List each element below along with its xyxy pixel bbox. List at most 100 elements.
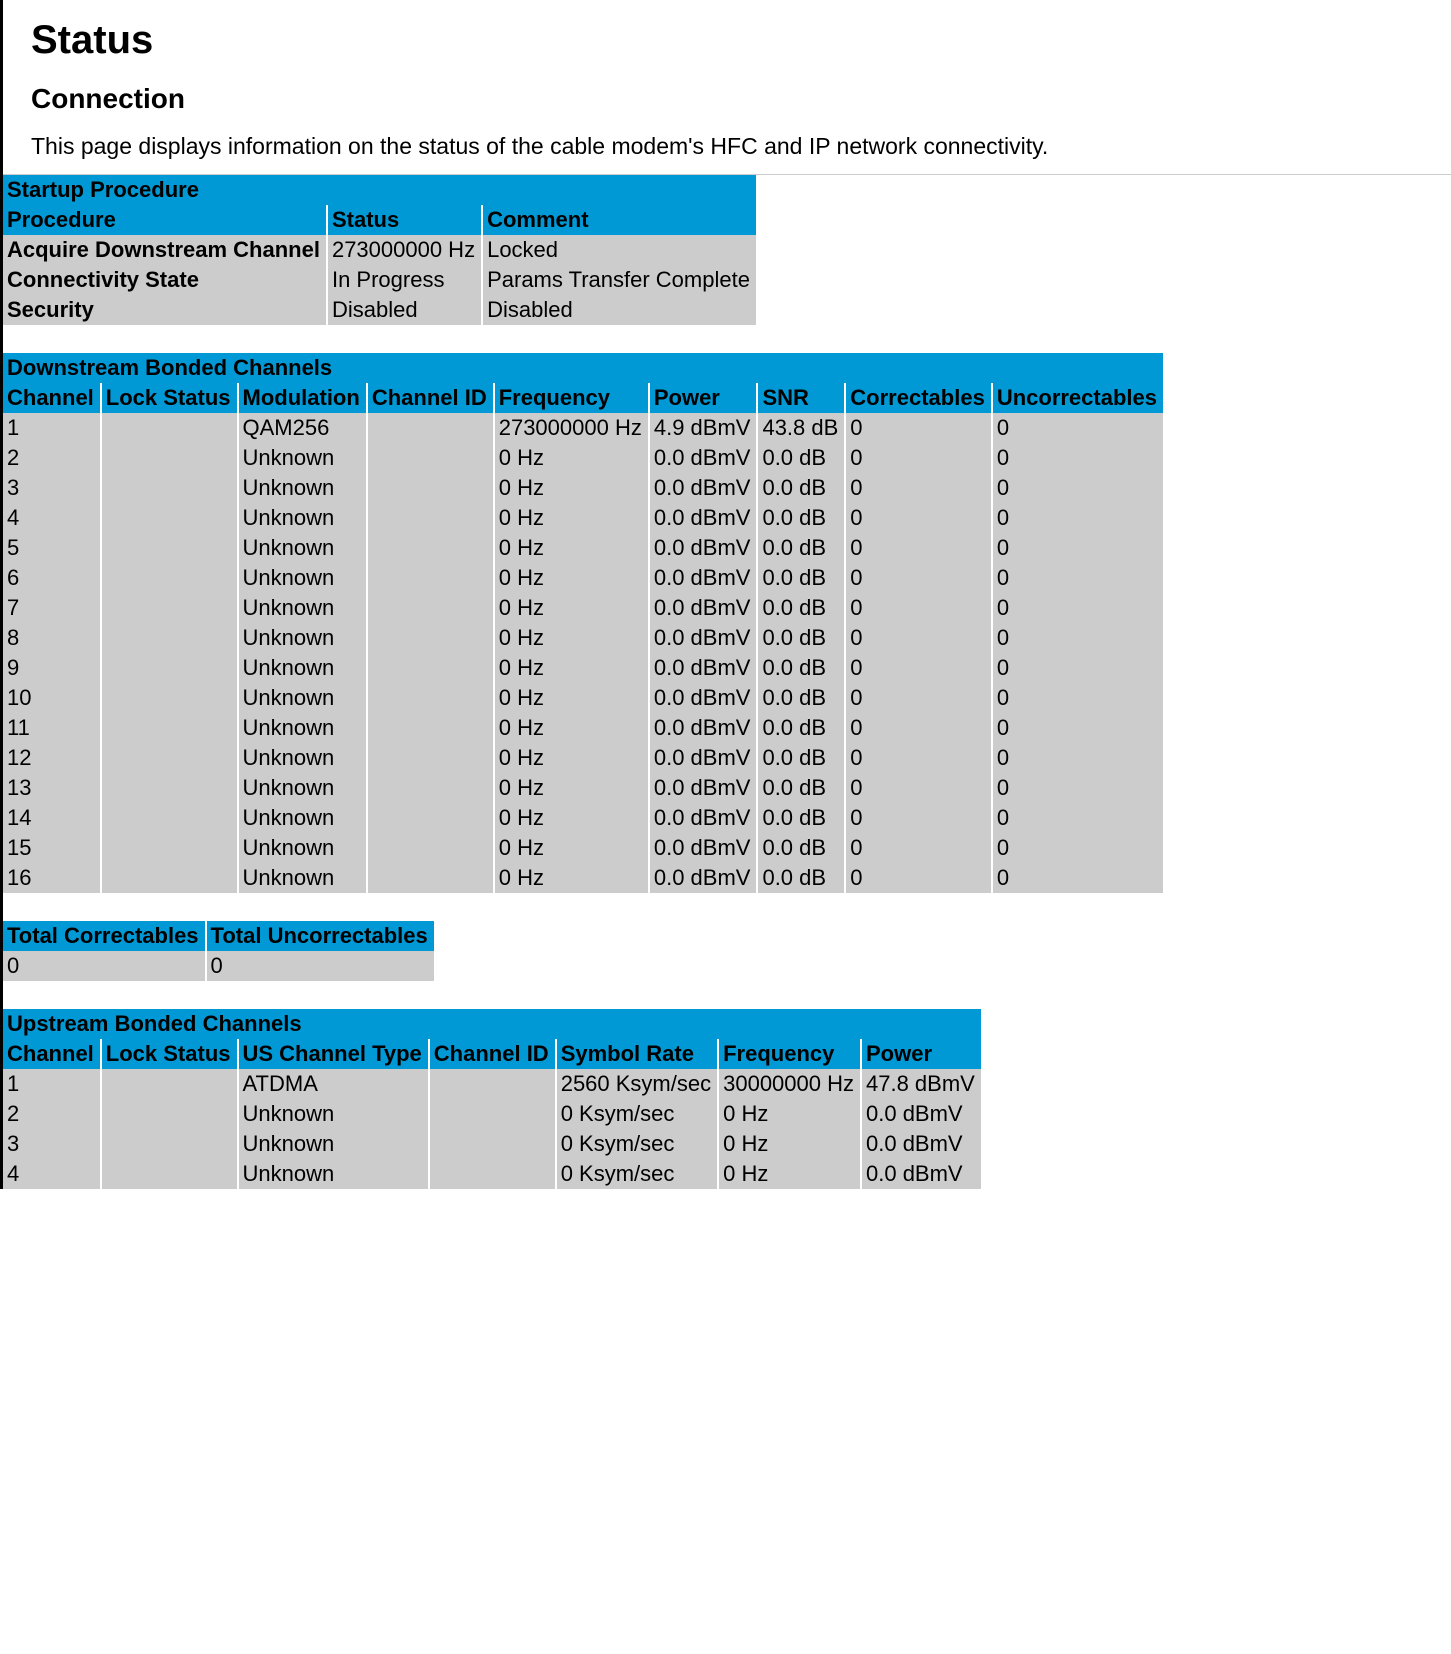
table-cell: 30000000 Hz xyxy=(718,1069,861,1099)
table-cell: 0.0 dBmV xyxy=(649,803,758,833)
table-cell: 0 xyxy=(845,743,992,773)
table-cell: 9 xyxy=(3,653,101,683)
table-cell: ATDMA xyxy=(238,1069,429,1099)
table-cell xyxy=(367,713,494,743)
table-row: 2Unknown0 Ksym/sec0 Hz0.0 dBmV xyxy=(3,1099,981,1129)
column-header: Channel ID xyxy=(367,383,494,413)
table-cell: 0.0 dB xyxy=(757,773,845,803)
table-cell: 0.0 dB xyxy=(757,803,845,833)
table-cell: 0 xyxy=(845,593,992,623)
table-cell xyxy=(101,1129,238,1159)
column-header: Total Correctables xyxy=(3,921,206,951)
table-cell: 0.0 dBmV xyxy=(649,863,758,893)
table-cell xyxy=(367,593,494,623)
table-cell: Unknown xyxy=(238,503,367,533)
table-cell: 14 xyxy=(3,803,101,833)
table-cell: 0.0 dB xyxy=(757,533,845,563)
table-cell: 0 Hz xyxy=(494,683,649,713)
table-cell xyxy=(101,473,238,503)
column-header: Total Uncorrectables xyxy=(206,921,434,951)
table-cell xyxy=(101,653,238,683)
column-header: Comment xyxy=(482,205,756,235)
table-cell: 0 xyxy=(845,623,992,653)
table-cell: 4 xyxy=(3,503,101,533)
table-cell xyxy=(101,503,238,533)
table-row: 8Unknown0 Hz0.0 dBmV0.0 dB00 xyxy=(3,623,1163,653)
table-cell: Acquire Downstream Channel xyxy=(3,235,327,265)
table-cell: 0 xyxy=(992,563,1163,593)
table-cell: 0 xyxy=(992,743,1163,773)
table-cell xyxy=(367,833,494,863)
table-cell: 0 xyxy=(845,863,992,893)
table-cell: 2 xyxy=(3,443,101,473)
table-cell xyxy=(367,773,494,803)
table-cell: 0.0 dBmV xyxy=(649,473,758,503)
table-cell: 0 Hz xyxy=(494,803,649,833)
table-cell: Unknown xyxy=(238,1099,429,1129)
table-cell: Security xyxy=(3,295,327,325)
table-cell xyxy=(367,413,494,443)
table-cell: 2560 Ksym/sec xyxy=(556,1069,718,1099)
table-cell: 0 Hz xyxy=(494,623,649,653)
table-row: 1ATDMA2560 Ksym/sec30000000 Hz47.8 dBmV xyxy=(3,1069,981,1099)
table-cell: 0 Hz xyxy=(494,533,649,563)
table-cell xyxy=(101,743,238,773)
table-cell: 0.0 dBmV xyxy=(649,443,758,473)
table-cell: Unknown xyxy=(238,533,367,563)
table-cell xyxy=(101,773,238,803)
table-cell: 0 xyxy=(3,951,206,981)
table-cell: 0.0 dB xyxy=(757,713,845,743)
table-cell: 0.0 dB xyxy=(757,623,845,653)
table-cell: 0 xyxy=(992,833,1163,863)
table-cell xyxy=(367,503,494,533)
table-cell: 0 xyxy=(992,623,1163,653)
table-cell xyxy=(367,563,494,593)
column-header: Uncorrectables xyxy=(992,383,1163,413)
table-cell: 0 Ksym/sec xyxy=(556,1159,718,1189)
table-cell: 11 xyxy=(3,713,101,743)
table-cell: Unknown xyxy=(238,683,367,713)
table-cell xyxy=(101,833,238,863)
table-cell: 0.0 dB xyxy=(757,683,845,713)
column-header: Lock Status xyxy=(101,383,238,413)
table-cell xyxy=(429,1099,556,1129)
table-cell: In Progress xyxy=(327,265,482,295)
table-cell: 0.0 dBmV xyxy=(649,653,758,683)
column-header: Correctables xyxy=(845,383,992,413)
table-cell: 273000000 Hz xyxy=(494,413,649,443)
table-cell: Unknown xyxy=(238,443,367,473)
table-cell: 2 xyxy=(3,1099,101,1129)
table-cell: QAM256 xyxy=(238,413,367,443)
table-cell: 0.0 dBmV xyxy=(649,533,758,563)
table-cell: 0 Hz xyxy=(494,773,649,803)
table-cell: Unknown xyxy=(238,563,367,593)
table-cell: Unknown xyxy=(238,713,367,743)
table-cell: 0 xyxy=(992,803,1163,833)
intro-text: This page displays information on the st… xyxy=(31,133,1451,160)
table-cell: 0 xyxy=(992,683,1163,713)
table-cell: 13 xyxy=(3,773,101,803)
table-cell: 0 xyxy=(845,413,992,443)
table-cell: 0.0 dBmV xyxy=(861,1129,981,1159)
table-cell: 0 xyxy=(845,653,992,683)
table-cell xyxy=(367,743,494,773)
table-cell: 0 xyxy=(845,713,992,743)
table-row: 13Unknown0 Hz0.0 dBmV0.0 dB00 xyxy=(3,773,1163,803)
table-row: 2Unknown0 Hz0.0 dBmV0.0 dB00 xyxy=(3,443,1163,473)
table-cell: 0 xyxy=(992,593,1163,623)
table-cell xyxy=(101,623,238,653)
table-row: Connectivity StateIn ProgressParams Tran… xyxy=(3,265,756,295)
table-cell: Unknown xyxy=(238,773,367,803)
table-cell: 15 xyxy=(3,833,101,863)
table-cell xyxy=(101,1159,238,1189)
table-cell: Unknown xyxy=(238,473,367,503)
table-cell: 0 Hz xyxy=(718,1099,861,1129)
table-cell: 0.0 dBmV xyxy=(649,713,758,743)
table-cell: 10 xyxy=(3,683,101,713)
column-header: US Channel Type xyxy=(238,1039,429,1069)
startup-table: Startup ProcedureProcedureStatusCommentA… xyxy=(3,175,756,325)
table-cell: 0 xyxy=(992,713,1163,743)
table-cell: Unknown xyxy=(238,1129,429,1159)
totals-table: Total CorrectablesTotal Uncorrectables00 xyxy=(3,921,434,981)
table-cell: 0 Hz xyxy=(494,503,649,533)
